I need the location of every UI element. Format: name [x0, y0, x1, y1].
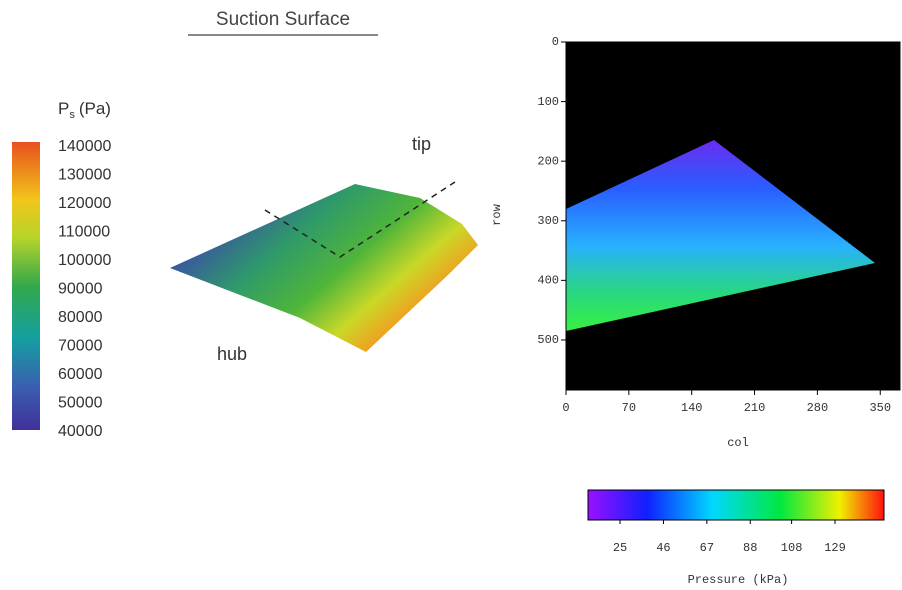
x-tick-label: 140 [681, 401, 703, 415]
label-sub: s [69, 109, 75, 121]
x-tick-label: 210 [744, 401, 766, 415]
x-tick-label: 70 [622, 401, 636, 415]
x-tick-label: 280 [807, 401, 829, 415]
colorbar-tick-label: 140000 [58, 138, 111, 155]
colorbar-tick-label: 130000 [58, 167, 111, 184]
title: Suction Surface [216, 9, 350, 30]
y-tick-label: 200 [537, 154, 559, 168]
colorbar-tick-label: 80000 [58, 309, 103, 326]
x-tick-label: 350 [869, 401, 891, 415]
colorbar-right-tick-label: 25 [613, 541, 627, 555]
colorbar [12, 142, 40, 430]
y-label: row [490, 203, 504, 225]
y-tick-label: 300 [537, 214, 559, 228]
colorbar-right-tick-label: 108 [781, 541, 803, 555]
colorbar-right-tick-label: 88 [743, 541, 757, 555]
colorbar-right-tick-label: 67 [700, 541, 714, 555]
label-main: P [58, 99, 69, 118]
colorbar-tick-label: 60000 [58, 366, 103, 383]
surface [170, 184, 478, 352]
colorbar-label: Ps (Pa) [58, 99, 111, 120]
x-tick-label: 0 [562, 401, 569, 415]
colorbar-right-label: Pressure (kPa) [688, 573, 789, 587]
colorbar-tick-label: 50000 [58, 395, 103, 412]
plot-frame [565, 41, 901, 391]
colorbar-right [587, 489, 885, 521]
colorbar-tick-label: 40000 [58, 423, 103, 440]
dashed-lines [264, 181, 456, 258]
x-label: col [727, 436, 749, 450]
colorbar-right-tick-label: 46 [656, 541, 670, 555]
colorbar-tick-label: 120000 [58, 195, 111, 212]
annotation-tip: tip [412, 134, 431, 154]
y-tick-label: 100 [537, 95, 559, 109]
image-data [566, 140, 875, 331]
colorbar-tick-label: 90000 [58, 281, 103, 298]
colorbar-right-tick-label: 129 [824, 541, 846, 555]
y-tick-label: 400 [537, 274, 559, 288]
y-tick-label: 0 [552, 35, 559, 49]
colorbar-tick-label: 110000 [58, 224, 110, 241]
label-unit: (Pa) [79, 99, 111, 118]
annotation-hub: hub [217, 344, 247, 364]
y-tick-label: 500 [537, 333, 559, 347]
colorbar-tick-label: 100000 [58, 252, 111, 269]
colorbar-tick-label: 70000 [58, 338, 103, 355]
